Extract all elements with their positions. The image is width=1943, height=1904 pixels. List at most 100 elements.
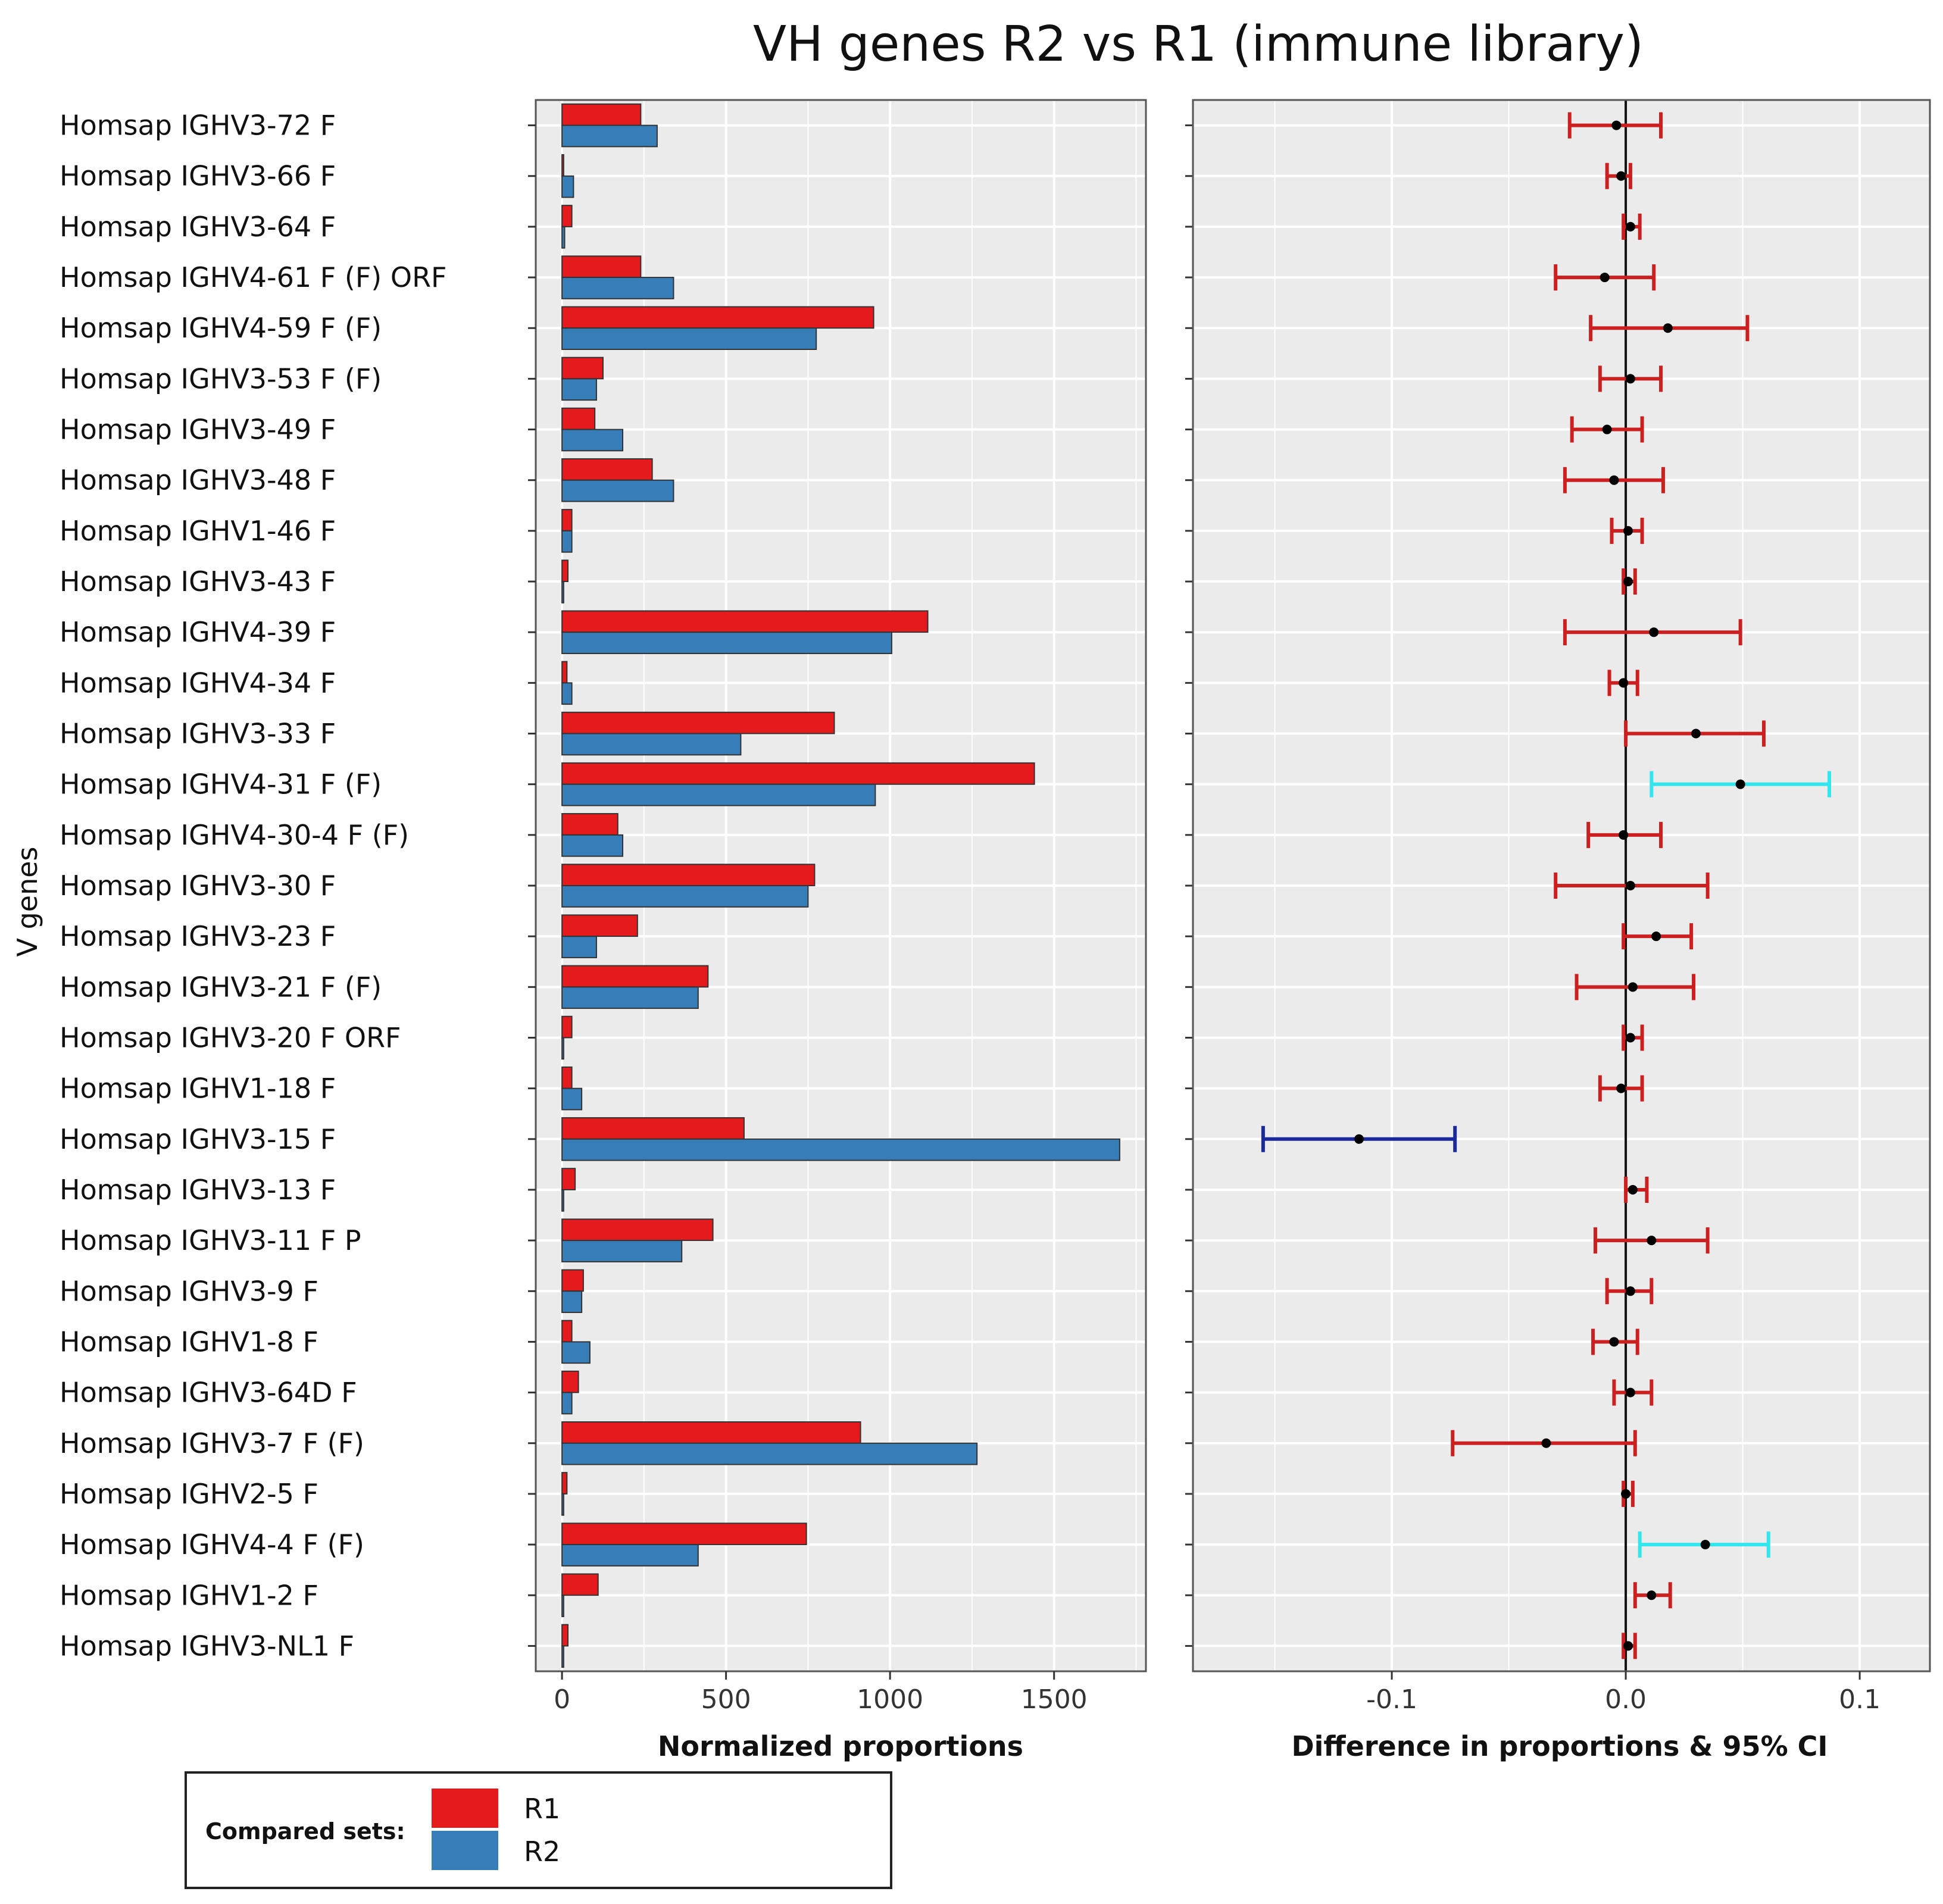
category-label: Homsap IGHV1-18 F	[60, 1073, 336, 1105]
bar-r2	[561, 733, 742, 756]
bar-r1	[561, 1320, 573, 1343]
bar-r2	[561, 1595, 564, 1618]
bar-r2	[561, 378, 597, 401]
bar-r2	[561, 1138, 1120, 1161]
ci-point-estimate	[1625, 374, 1635, 384]
ci-panel-border	[1192, 99, 1931, 1672]
bar-r2	[561, 175, 574, 198]
bar-r1	[561, 864, 816, 887]
legend-label-r1: R1	[524, 1793, 560, 1825]
bar-r2	[561, 783, 876, 806]
bar-r2	[561, 1544, 699, 1567]
category-label: Homsap IGHV4-61 F (F) ORF	[60, 261, 447, 293]
legend-label-r2: R2	[524, 1836, 560, 1868]
ci-point-estimate	[1663, 323, 1673, 333]
category-label: Homsap IGHV3-9 F	[60, 1275, 318, 1307]
bar-r1	[561, 306, 874, 329]
category-label: Homsap IGHV3-20 F ORF	[60, 1021, 401, 1053]
ci-panel: -0.1 0.0 0.1 Difference in proportions & 9…	[1192, 99, 1931, 1762]
category-label: Homsap IGHV3-66 F	[60, 160, 336, 192]
category-label: Homsap IGHV3-30 F	[60, 870, 336, 902]
bar-r2	[561, 936, 597, 958]
ci-point-estimate	[1625, 1033, 1635, 1043]
bar-r2	[561, 1189, 564, 1212]
bar-x-tick-label: 1500	[1021, 1684, 1088, 1715]
bar-r2	[561, 1037, 564, 1060]
ci-point-estimate	[1647, 1236, 1657, 1246]
ci-point-estimate	[1623, 577, 1633, 587]
bar-x-tick-label: 500	[701, 1684, 751, 1715]
bar-r1	[561, 1472, 568, 1495]
ci-point-estimate	[1647, 1590, 1657, 1600]
ci-point-estimate	[1700, 1540, 1710, 1550]
ci-point-estimate	[1621, 1489, 1631, 1499]
category-label: Homsap IGHV3-7 F (F)	[60, 1427, 364, 1459]
category-label: Homsap IGHV3-11 F P	[60, 1224, 361, 1256]
ci-point-estimate	[1600, 273, 1610, 283]
legend-swatch-r2	[432, 1831, 498, 1870]
bar-r2	[561, 530, 573, 553]
category-label: Homsap IGHV3-21 F (F)	[60, 971, 382, 1003]
bar-r1	[561, 1117, 745, 1140]
bar-r2	[561, 1442, 978, 1465]
legend-title: Compared sets:	[205, 1818, 405, 1844]
category-label: Homsap IGHV4-4 F (F)	[60, 1528, 364, 1561]
category-label: Homsap IGHV3-15 F	[60, 1123, 336, 1155]
bar-r2	[561, 429, 624, 452]
bar-r1	[561, 914, 638, 937]
legend: Compared sets: R1 R2	[185, 1771, 892, 1889]
bar-r2	[561, 1392, 573, 1415]
bar-r2	[561, 885, 809, 908]
ci-point-estimate	[1611, 120, 1622, 130]
category-label: Homsap IGHV1-2 F	[60, 1579, 318, 1611]
ci-point-estimate	[1625, 221, 1635, 232]
bar-r1	[561, 1218, 714, 1242]
ci-point-estimate	[1619, 830, 1629, 840]
category-label: Homsap IGHV3-64 F	[60, 211, 336, 243]
category-label: Homsap IGHV4-39 F	[60, 616, 336, 648]
category-label: Homsap IGHV3-64D F	[60, 1377, 357, 1409]
category-label: Homsap IGHV1-46 F	[60, 515, 336, 547]
bar-r1	[561, 1624, 569, 1647]
bar-r1	[561, 1573, 599, 1596]
bar-r1	[561, 103, 642, 126]
bar-r1	[561, 661, 568, 684]
bar-r2	[561, 124, 658, 148]
bar-r1	[561, 1421, 861, 1444]
ci-point-estimate	[1625, 1286, 1635, 1296]
bar-r2	[561, 1493, 564, 1516]
ci-point-estimate	[1628, 1184, 1638, 1195]
bar-r2	[561, 1341, 591, 1364]
bar-x-tick-label: 0	[554, 1684, 570, 1715]
ci-point-estimate	[1651, 931, 1661, 942]
ci-point-estimate	[1625, 1387, 1635, 1397]
category-label: Homsap IGHV4-30-4 F (F)	[60, 819, 409, 851]
bar-r2	[561, 581, 564, 604]
ci-point-estimate	[1609, 1337, 1619, 1347]
bar-r1	[561, 458, 653, 481]
ci-point-estimate	[1619, 678, 1629, 688]
ci-point-estimate	[1735, 779, 1745, 789]
bar-r1	[561, 965, 709, 988]
ci-point-estimate	[1623, 526, 1633, 536]
bar-r1	[561, 711, 835, 734]
ci-point-estimate	[1616, 1083, 1626, 1093]
bar-r1	[561, 1269, 584, 1292]
bar-r2	[561, 277, 674, 299]
category-label: Homsap IGHV3-43 F	[60, 565, 336, 598]
bar-r1	[561, 205, 573, 227]
bar-r1	[561, 154, 564, 177]
ci-x-tick-label: 0.0	[1605, 1684, 1647, 1715]
category-label: Homsap IGHV2-5 F	[60, 1478, 318, 1510]
ci-point-estimate	[1609, 475, 1619, 485]
bar-r2	[561, 479, 674, 502]
ci-point-estimate	[1649, 627, 1659, 637]
bar-r1	[561, 357, 604, 380]
category-label: Homsap IGHV4-31 F (F)	[60, 768, 382, 801]
bar-r2	[561, 682, 573, 705]
category-label: Homsap IGHV3-13 F	[60, 1174, 336, 1206]
bar-r1	[561, 255, 642, 279]
ci-point-estimate	[1541, 1438, 1551, 1448]
bar-r1	[561, 610, 929, 633]
